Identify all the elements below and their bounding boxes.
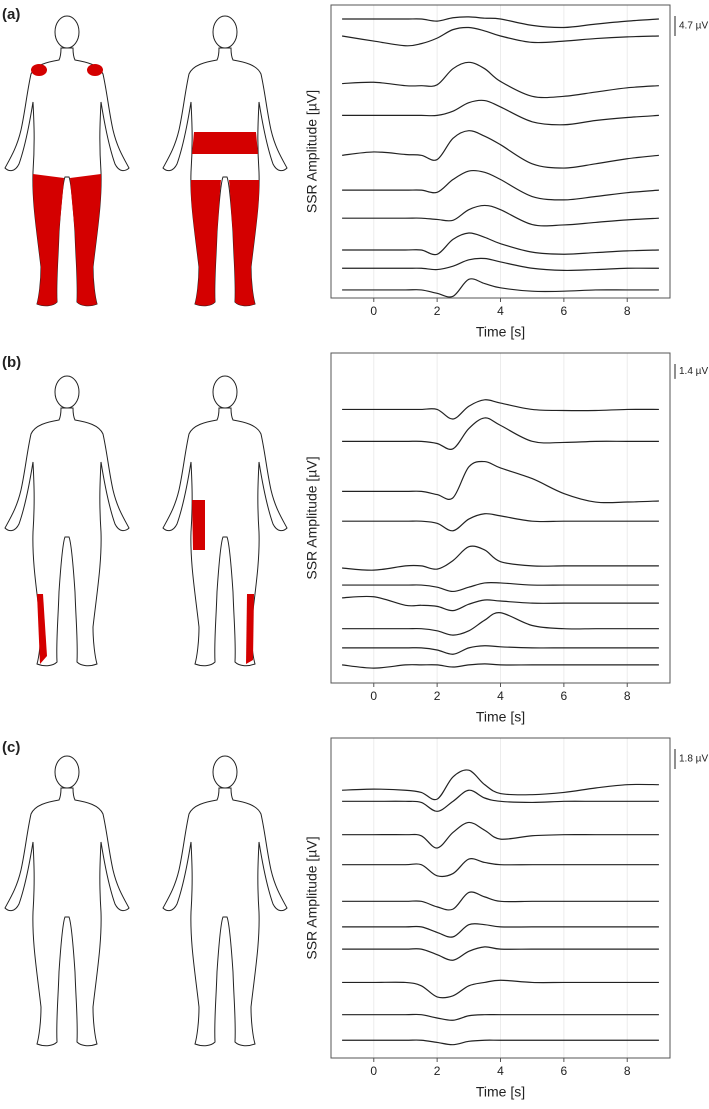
trace bbox=[342, 769, 659, 801]
x-tick-label: 6 bbox=[561, 1064, 568, 1078]
x-tick-label: 2 bbox=[434, 689, 441, 703]
trace bbox=[342, 417, 659, 450]
trace bbox=[342, 1013, 659, 1021]
body-front bbox=[4, 755, 130, 1047]
trace bbox=[342, 891, 659, 911]
x-tick-label: 6 bbox=[561, 304, 568, 318]
x-tick-label: 4 bbox=[497, 304, 504, 318]
x-tick-label: 2 bbox=[434, 304, 441, 318]
x-tick-label: 8 bbox=[624, 304, 631, 318]
y-axis-label: SSR Amplitude [µV] bbox=[304, 90, 320, 213]
trace bbox=[342, 946, 659, 961]
y-axis-label: SSR Amplitude [µV] bbox=[304, 456, 320, 579]
trace bbox=[342, 130, 659, 169]
trace bbox=[342, 513, 659, 532]
plot-frame bbox=[330, 4, 671, 299]
scale-bar-label: 1.8 µV bbox=[679, 754, 708, 765]
plot-frame bbox=[330, 352, 671, 684]
plot-frame bbox=[330, 737, 671, 1059]
trace bbox=[342, 99, 659, 126]
x-tick-label: 0 bbox=[370, 1064, 377, 1078]
x-tick-label: 4 bbox=[497, 689, 504, 703]
x-axis-label: Time [s] bbox=[476, 1084, 525, 1100]
x-axis-label: Time [s] bbox=[476, 324, 525, 340]
x-tick-label: 0 bbox=[370, 304, 377, 318]
x-tick-label: 2 bbox=[434, 1064, 441, 1078]
scale-bar-label: 1.4 µV bbox=[679, 366, 708, 377]
trace bbox=[342, 1039, 659, 1046]
x-tick-label: 8 bbox=[624, 1064, 631, 1078]
trace bbox=[341, 26, 659, 47]
panel-label: (a) bbox=[2, 6, 20, 23]
scale-bar-label: 4.7 µV bbox=[679, 21, 708, 32]
trace bbox=[342, 581, 659, 593]
body-back bbox=[162, 755, 288, 1047]
trace bbox=[342, 595, 659, 612]
y-axis-label: SSR Amplitude [µV] bbox=[304, 836, 320, 959]
body-front bbox=[4, 15, 130, 307]
trace bbox=[342, 663, 659, 669]
trace bbox=[342, 789, 659, 812]
trace bbox=[342, 169, 659, 201]
panel-label: (c) bbox=[2, 739, 20, 756]
trace bbox=[342, 979, 659, 999]
trace bbox=[342, 821, 659, 849]
panel-label: (b) bbox=[2, 354, 21, 371]
x-tick-label: 8 bbox=[624, 689, 631, 703]
body-back bbox=[162, 375, 288, 667]
body-back bbox=[162, 15, 288, 307]
trace bbox=[342, 858, 659, 878]
trace bbox=[342, 232, 659, 256]
trace bbox=[342, 61, 659, 99]
trace bbox=[342, 16, 659, 29]
trace bbox=[342, 278, 659, 298]
x-tick-label: 6 bbox=[561, 689, 568, 703]
x-tick-label: 4 bbox=[497, 1064, 504, 1078]
trace bbox=[342, 399, 659, 420]
trace bbox=[342, 923, 659, 938]
body-front bbox=[4, 375, 130, 667]
trace bbox=[342, 545, 659, 571]
trace bbox=[342, 645, 659, 655]
x-axis-label: Time [s] bbox=[476, 709, 525, 725]
trace bbox=[342, 204, 659, 227]
trace bbox=[342, 257, 659, 272]
x-tick-label: 0 bbox=[370, 689, 377, 703]
trace bbox=[342, 612, 659, 636]
trace bbox=[342, 460, 659, 504]
